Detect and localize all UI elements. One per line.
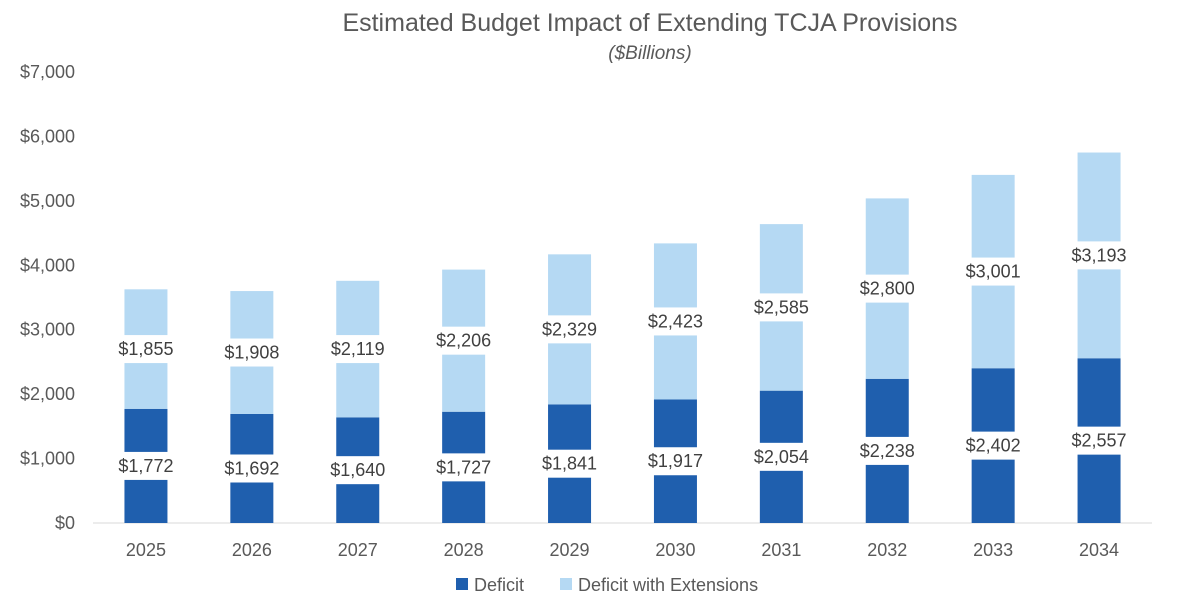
y-tick-label: $2,000 bbox=[20, 384, 75, 404]
chart-subtitle: ($Billions) bbox=[608, 43, 691, 64]
x-tick-label: 2031 bbox=[761, 540, 801, 560]
x-tick-label: 2033 bbox=[973, 540, 1013, 560]
data-label: $2,423 bbox=[648, 311, 703, 331]
data-label-background bbox=[419, 326, 508, 355]
x-tick-label: 2034 bbox=[1079, 540, 1119, 560]
data-label-background bbox=[949, 257, 1038, 286]
data-label: $2,557 bbox=[1072, 431, 1127, 451]
y-tick-label: $3,000 bbox=[20, 320, 75, 340]
data-label-background bbox=[631, 447, 720, 476]
data-label: $2,585 bbox=[754, 297, 809, 317]
data-label: $1,640 bbox=[330, 460, 385, 480]
data-label-background bbox=[737, 442, 826, 471]
data-label: $2,119 bbox=[331, 339, 385, 359]
data-label: $2,054 bbox=[754, 447, 809, 467]
data-label-background bbox=[949, 431, 1038, 460]
y-tick-label: $4,000 bbox=[20, 255, 75, 275]
data-label: $1,855 bbox=[118, 339, 173, 359]
legend-swatch bbox=[560, 578, 572, 590]
data-label: $1,692 bbox=[224, 458, 279, 478]
legend-label: Deficit with Extensions bbox=[578, 575, 758, 595]
data-label-background bbox=[101, 451, 190, 480]
data-labels-group: $1,772 $1,855 $1,692 $1,908 $1,640 $2,119 $1,7… bbox=[101, 241, 1144, 485]
legend-label: Deficit bbox=[474, 575, 524, 595]
data-label-background bbox=[843, 436, 932, 465]
x-tick-label: 2032 bbox=[867, 540, 907, 560]
data-label-background bbox=[843, 274, 932, 303]
data-label-background bbox=[525, 449, 614, 478]
data-label-background bbox=[1055, 426, 1144, 455]
x-tick-label: 2027 bbox=[338, 540, 378, 560]
legend-item-deficit-with-extensions: Deficit with Extensions bbox=[560, 575, 758, 595]
y-tick-label: $6,000 bbox=[20, 126, 75, 146]
data-label-background bbox=[631, 307, 720, 336]
x-tick-label: 2028 bbox=[444, 540, 484, 560]
data-label: $2,206 bbox=[436, 331, 491, 351]
chart-title: Estimated Budget Impact of Extending TCJ… bbox=[342, 9, 957, 37]
data-label: $3,193 bbox=[1072, 245, 1127, 265]
legend-swatch bbox=[456, 578, 468, 590]
data-label-background bbox=[207, 454, 296, 483]
data-label: $1,908 bbox=[224, 343, 279, 363]
data-label-background bbox=[419, 453, 508, 482]
data-label: $1,772 bbox=[118, 456, 173, 476]
x-tick-label: 2030 bbox=[655, 540, 695, 560]
x-tick-label: 2025 bbox=[126, 540, 166, 560]
x-tick-label: 2026 bbox=[232, 540, 272, 560]
data-label: $1,727 bbox=[436, 457, 491, 477]
y-axis: $0 $1,000 $2,000 $3,000 $4,000 $5,000 $6,000 $7… bbox=[20, 62, 75, 533]
data-label: $2,800 bbox=[860, 279, 915, 299]
y-tick-label: $7,000 bbox=[20, 62, 75, 82]
y-tick-label: $1,000 bbox=[20, 449, 75, 469]
data-label: $2,329 bbox=[542, 319, 597, 339]
legend-item-deficit: Deficit bbox=[456, 575, 524, 595]
data-label: $3,001 bbox=[966, 262, 1021, 282]
data-label-background bbox=[101, 335, 190, 364]
legend: Deficit Deficit with Extensions bbox=[456, 575, 758, 595]
data-label-background bbox=[207, 338, 296, 367]
y-tick-label: $0 bbox=[55, 513, 75, 533]
data-label: $2,402 bbox=[966, 436, 1021, 456]
data-label: $2,238 bbox=[860, 441, 915, 461]
data-label-background bbox=[1055, 241, 1144, 270]
data-label: $1,917 bbox=[648, 451, 703, 471]
data-label-background bbox=[525, 315, 614, 344]
data-label-background bbox=[313, 335, 402, 364]
x-tick-label: 2029 bbox=[550, 540, 590, 560]
data-label-background bbox=[737, 293, 826, 322]
y-tick-label: $5,000 bbox=[20, 191, 75, 211]
x-axis: 2025 2026 2027 2028 2029 2030 2031 2032 2033 2034 bbox=[126, 540, 1119, 560]
data-label-background bbox=[313, 456, 402, 485]
data-label: $1,841 bbox=[542, 454, 597, 474]
